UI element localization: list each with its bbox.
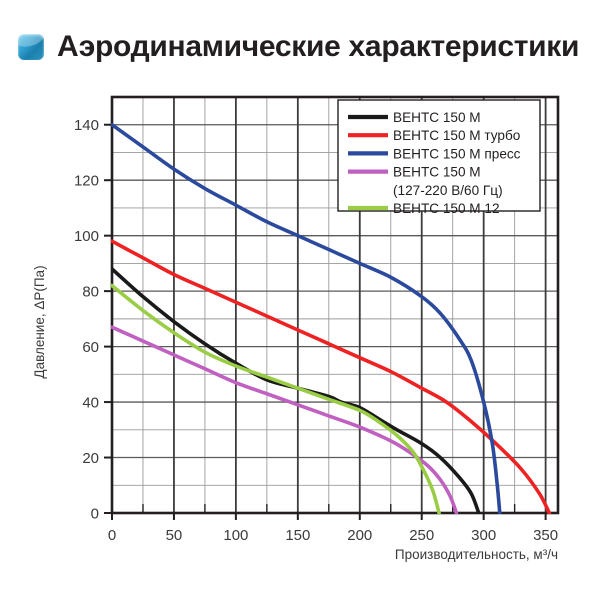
legend-label-4: ВЕНТС 150 М	[393, 165, 481, 180]
x-tick-label: 50	[166, 527, 183, 544]
page-title: Аэродинамические характеристики	[57, 30, 580, 63]
y-tick-label: 20	[82, 450, 99, 467]
legend-label-3: ВЕНТС 150 М пресс	[393, 146, 521, 161]
legend-label-2: ВЕНТС 150 М турбо	[393, 128, 520, 143]
x-tick-label: 200	[347, 527, 372, 544]
x-tick-label: 350	[533, 527, 558, 544]
y-tick-label: 120	[74, 173, 99, 190]
chart-legend: ВЕНТС 150 М ВЕНТС 150 М турбо ВЕНТС 150 М …	[337, 99, 541, 216]
legend-label-5: (127-220 В/60 Гц)	[393, 183, 503, 198]
legend-label-1: ВЕНТС 150 М	[393, 110, 481, 125]
series-line-2	[111, 239, 552, 514]
data-series	[111, 122, 552, 514]
legend-label-6: ВЕНТС 150 М 12	[393, 201, 500, 216]
blue-rounded-square-icon	[18, 34, 44, 60]
x-axis-title: Производительность, м³/ч	[395, 547, 558, 562]
y-tick-label: 0	[91, 506, 99, 523]
tick-labels: 0 50 100 150 200 250 300 350 0 20 40 60 80 100 120 140	[74, 117, 558, 544]
x-tick-label: 300	[471, 527, 496, 544]
y-tick-label: 100	[74, 228, 99, 245]
y-tick-label: 60	[82, 339, 99, 356]
series-line-5	[111, 283, 441, 514]
y-axis-title: Давление, ΔP(Па)	[32, 265, 47, 378]
x-tick-label: 100	[223, 527, 248, 544]
axis-titles: Производительность, м³/ч Давление, ΔP(Па)	[32, 265, 558, 562]
axis-frame	[110, 95, 560, 515]
page-header: Аэродинамические характеристики	[18, 30, 579, 64]
series-line-3	[111, 122, 502, 514]
x-tick-label: 150	[285, 527, 310, 544]
y-tick-label: 40	[82, 395, 99, 412]
axis-ticks	[104, 123, 547, 520]
x-tick-label: 0	[108, 527, 116, 544]
x-tick-label: 250	[409, 527, 434, 544]
y-tick-label: 140	[74, 117, 99, 134]
y-tick-label: 80	[82, 284, 99, 301]
series-line-4	[111, 325, 459, 514]
